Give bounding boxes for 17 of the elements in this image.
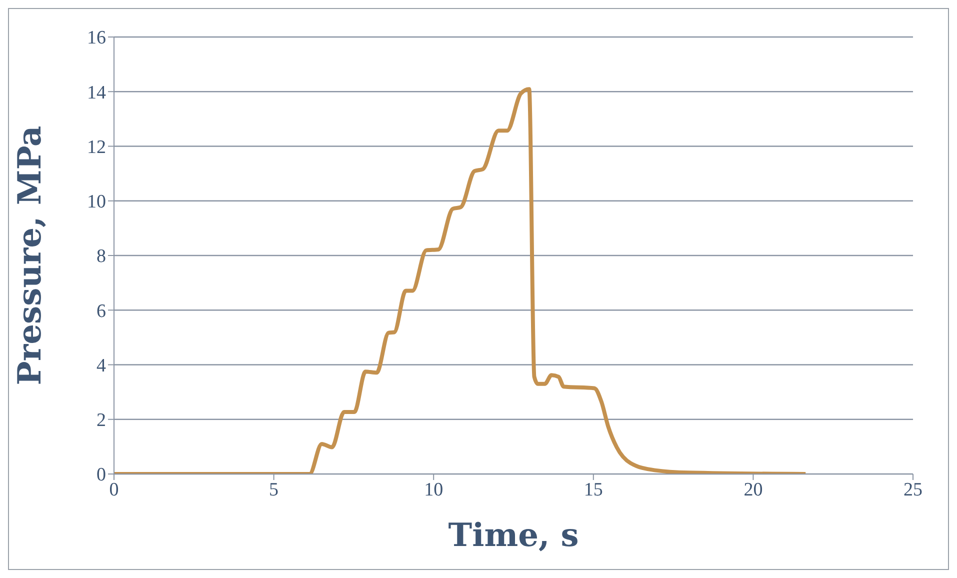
x-tick-label: 5 <box>269 479 279 500</box>
x-tick-label: 25 <box>904 479 922 500</box>
y-tick-label: 0 <box>96 464 106 486</box>
y-tick-label: 10 <box>87 192 106 213</box>
y-axis-title: Pressure, MPa <box>10 126 48 386</box>
y-tick-label: 16 <box>87 28 106 49</box>
y-tick-label: 14 <box>87 82 106 104</box>
y-tick-label: 12 <box>87 136 106 158</box>
y-tick-label: 6 <box>96 300 106 322</box>
y-tick-label: 4 <box>96 355 106 376</box>
x-tick-label: 15 <box>584 479 603 500</box>
line-series <box>114 87 808 474</box>
x-tick-label: 10 <box>424 479 444 500</box>
y-tick-label: 8 <box>96 246 106 268</box>
x-axis-title: Time, s <box>448 516 579 554</box>
x-tick-label: 20 <box>744 479 763 500</box>
y-tick-label: 2 <box>96 410 106 432</box>
